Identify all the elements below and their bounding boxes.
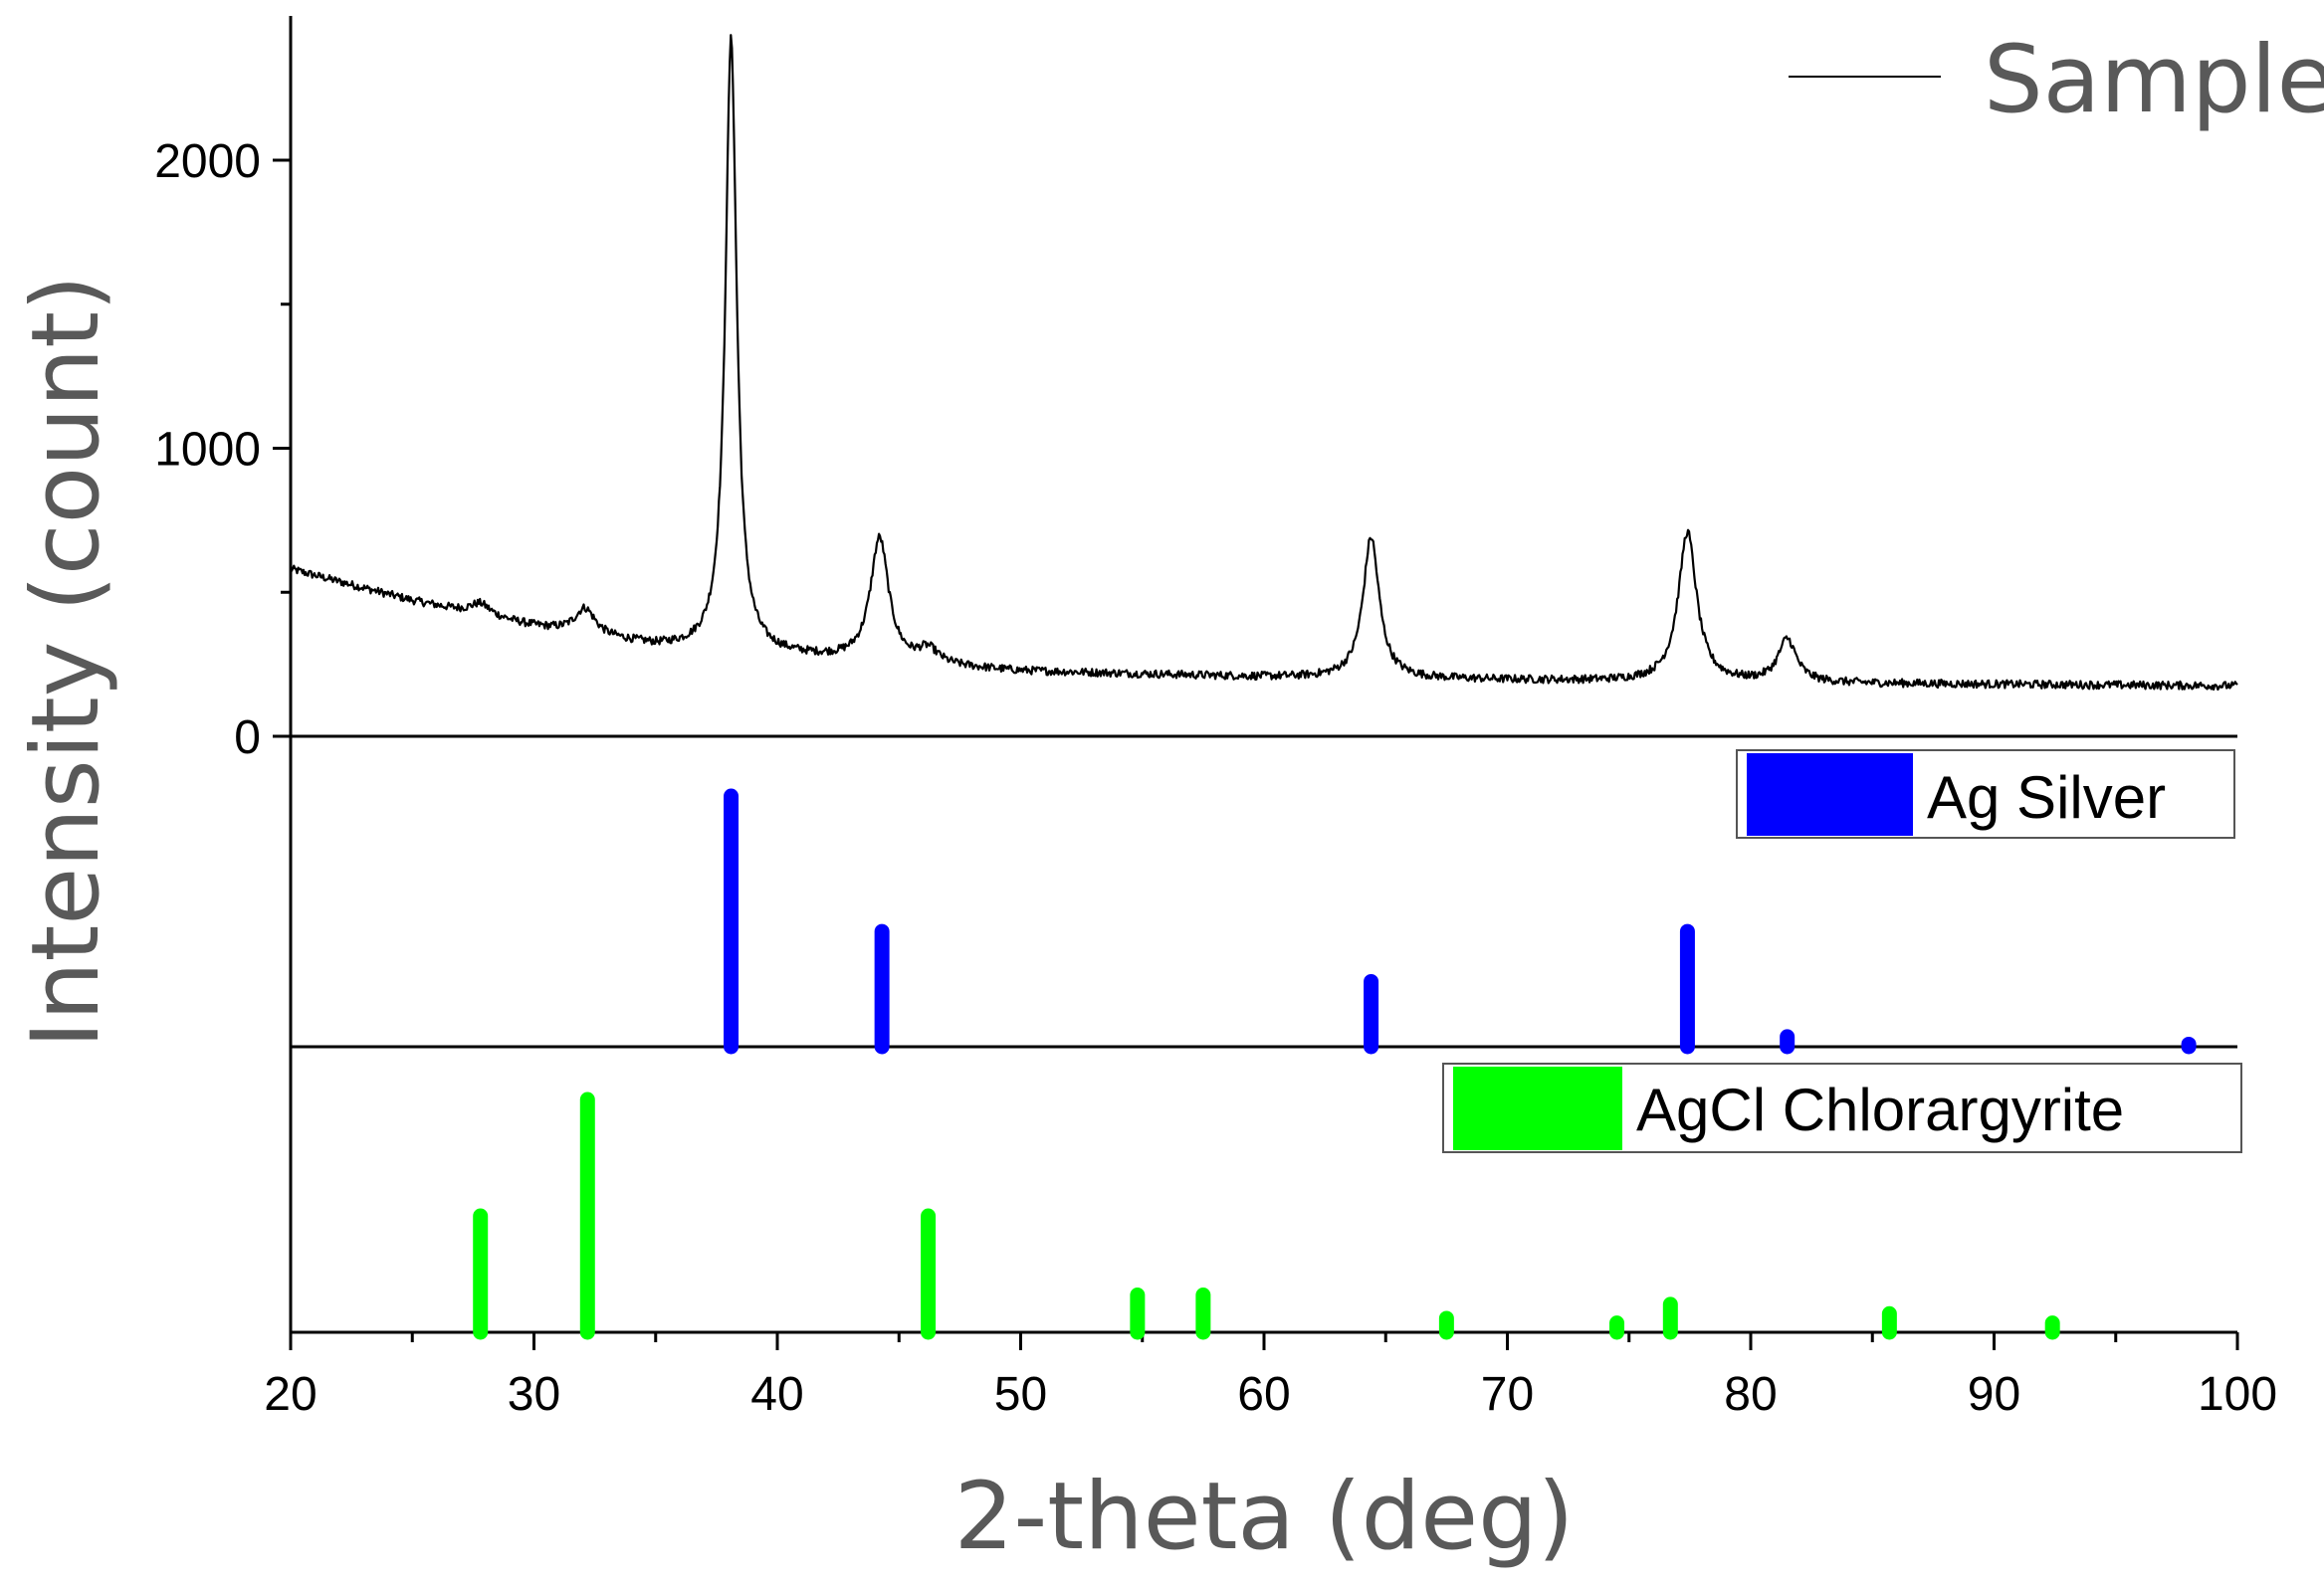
legend-agcl-swatch bbox=[1453, 1067, 1622, 1150]
legend-agcl-label: AgCl Chlorargyrite bbox=[1636, 1077, 2124, 1143]
legend-ag-silver-swatch bbox=[1747, 753, 1913, 836]
x-tick-label: 40 bbox=[750, 1368, 803, 1421]
y-tick-label: 2000 bbox=[154, 135, 261, 188]
legend-sample: Sample bbox=[1789, 26, 2324, 134]
y-ticks: 0 1000 2000 bbox=[154, 135, 291, 764]
x-tick-label: 20 bbox=[264, 1368, 317, 1421]
x-tick-label: 60 bbox=[1237, 1368, 1290, 1421]
x-tick-label: 80 bbox=[1724, 1368, 1777, 1421]
x-tick-label: 30 bbox=[508, 1368, 560, 1421]
agcl-pattern bbox=[473, 1092, 2060, 1340]
legend-ag-silver-label: Ag Silver bbox=[1927, 764, 2166, 831]
y-axis-title: Intensity (count) bbox=[12, 275, 120, 1049]
legend-sample-label: Sample bbox=[1984, 26, 2324, 134]
x-axis-title: 2-theta (deg) bbox=[954, 1463, 1575, 1571]
x-tick-label: 100 bbox=[2198, 1368, 2277, 1421]
legend-ag-silver: Ag Silver bbox=[1736, 749, 2235, 839]
sample-series-line bbox=[289, 34, 2238, 692]
ag-silver-pattern bbox=[724, 788, 2197, 1055]
y-tick-label: 1000 bbox=[154, 424, 261, 477]
x-tick-label: 70 bbox=[1481, 1368, 1534, 1421]
y-tick-label: 0 bbox=[234, 711, 261, 764]
legend-agcl: AgCl Chlorargyrite bbox=[1442, 1063, 2242, 1153]
x-tick-label: 90 bbox=[1968, 1368, 2020, 1421]
x-tick-label: 50 bbox=[994, 1368, 1047, 1421]
x-ticks: 20 30 40 50 60 70 80 90 100 bbox=[264, 1332, 2277, 1421]
